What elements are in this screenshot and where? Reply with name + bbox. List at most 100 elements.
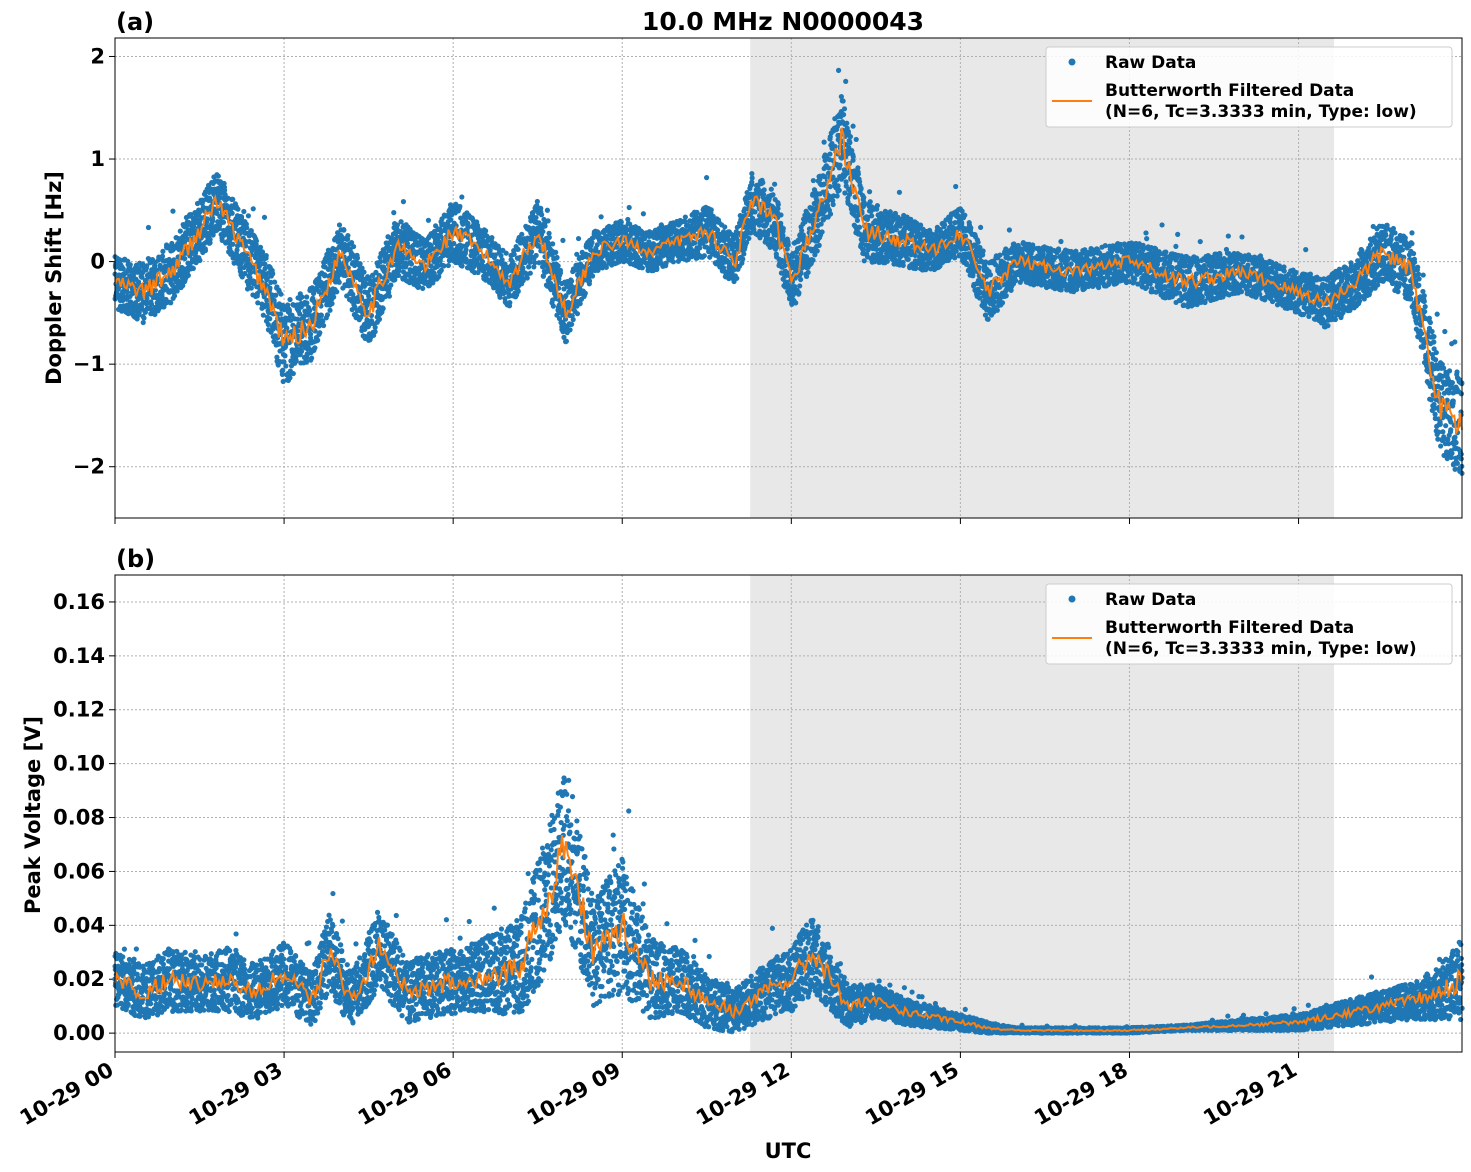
raw-data-point [884,258,890,264]
raw-data-point [533,214,539,221]
raw-data-point [287,375,293,381]
raw-data-point [180,282,186,289]
raw-data-point [273,292,279,298]
raw-data-point [229,210,235,216]
raw-data-point [120,266,126,272]
raw-data-point [380,305,386,312]
raw-data-point [546,234,552,241]
raw-data-point [639,265,645,271]
raw-data-point [752,209,758,215]
raw-data-point [159,294,165,300]
raw-data-point [701,253,707,259]
raw-data-point [489,235,495,241]
raw-data-point [124,289,130,295]
raw-data-point [144,295,150,302]
raw-data-point [780,225,786,232]
raw-data-point [654,266,660,273]
raw-data-point [589,273,596,279]
raw-data-point [775,202,781,208]
raw-data-point [312,345,318,351]
raw-data-point [142,309,148,315]
raw-data-point [278,291,284,297]
raw-data-point [574,311,581,317]
raw-data-point [968,225,974,231]
raw-data-point [420,285,426,291]
raw-data-point [797,283,803,289]
raw-data-point [861,194,867,201]
raw-data-point [821,139,827,145]
raw-data-point [850,123,856,129]
raw-data-point [499,257,505,263]
raw-data-point [553,249,559,255]
raw-data-point [962,212,968,218]
raw-data-point [533,252,539,259]
raw-data-point [327,307,333,313]
raw-data-point [570,316,576,323]
raw-data-point [835,183,841,189]
raw-data-point [544,207,550,213]
raw-data-point [315,337,321,343]
raw-data-point [770,192,776,198]
raw-data-point [159,253,166,259]
raw-data-point [272,279,278,285]
raw-data-point [345,233,351,239]
raw-data-point [151,273,157,279]
raw-data-point [287,296,293,303]
raw-data-point [796,290,802,296]
raw-data-point [400,199,407,205]
raw-data-point [336,222,343,228]
y-tick-label: 0 [90,250,105,274]
raw-data-point [247,270,254,276]
raw-data-point [372,329,378,335]
raw-data-point [408,261,415,267]
raw-data-point [598,214,604,220]
raw-data-point [137,290,144,296]
raw-data-point [567,327,573,333]
raw-data-point [850,154,856,160]
raw-data-point [177,228,183,234]
raw-data-point [554,254,560,261]
ticks-a: 210−1−2 [73,44,1300,524]
raw-data-point [858,186,864,192]
raw-data-point [842,190,848,196]
raw-data-point [270,271,276,277]
raw-data-point [586,278,593,284]
raw-data-point [483,228,489,234]
raw-data-point [793,300,799,306]
raw-data-point [772,181,778,187]
raw-data-point [816,242,822,248]
raw-data-point [253,238,260,244]
raw-data-point [283,363,289,369]
raw-data-point [202,247,209,254]
raw-data-point [204,216,211,222]
raw-data-point [827,151,833,157]
raw-data-point [682,214,688,220]
raw-data-point [539,212,545,218]
raw-data-point [425,217,432,223]
raw-data-point [210,232,216,238]
raw-data-point [185,272,191,278]
raw-data-point [734,275,740,281]
raw-data-point [524,275,530,281]
raw-data-point [139,274,145,280]
raw-data-point [708,207,714,213]
raw-data-point [463,247,469,253]
raw-data-point [141,315,147,321]
raw-data-point [527,270,533,276]
raw-data-point [318,312,325,319]
raw-data-point [835,67,842,73]
raw-data-point [568,278,575,284]
raw-data-point [746,235,752,241]
raw-data-point [334,289,340,295]
raw-data-point [760,180,766,186]
raw-data-point [722,224,728,230]
raw-data-point [261,214,268,220]
raw-data-point [182,255,188,262]
raw-data-point [127,262,133,268]
raw-data-point [575,235,582,242]
raw-data-point [366,293,372,299]
raw-data-point [280,367,286,373]
raw-data-point [193,260,199,266]
raw-data-point [900,259,906,266]
raw-data-point [186,221,192,228]
